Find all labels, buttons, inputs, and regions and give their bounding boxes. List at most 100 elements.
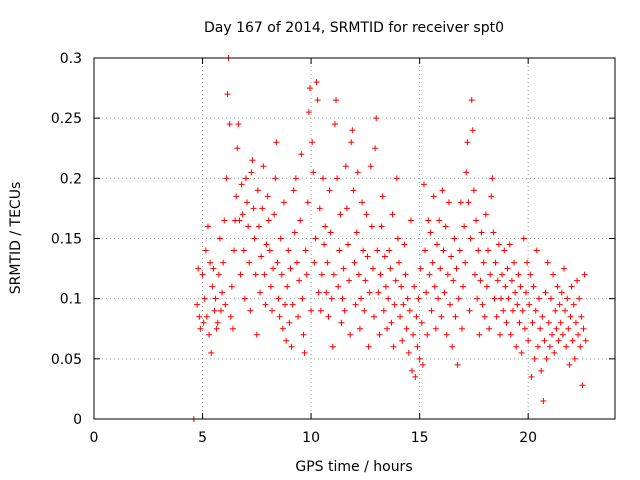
y-tick-label: 0.3 [60,51,82,67]
data-point [309,139,316,146]
data-point [274,259,281,266]
data-point [346,277,353,284]
data-point [580,325,587,332]
data-point [506,241,513,248]
data-point [517,283,524,290]
data-point [344,241,351,248]
x-tick-label: 0 [90,430,99,446]
data-point [272,175,279,182]
data-point [526,301,533,308]
data-point [283,337,290,344]
data-point [356,325,363,332]
data-point [209,283,216,290]
data-point [480,259,487,266]
data-point [504,265,511,272]
data-point [312,235,319,242]
data-point [380,307,387,314]
data-point [524,259,531,266]
x-tick-label: 5 [198,430,207,446]
data-point [458,325,465,332]
data-point [469,127,476,134]
data-point [338,319,345,326]
data-point [258,253,265,260]
data-point [262,301,269,308]
data-point [398,283,405,290]
data-point [212,295,219,302]
data-point [540,397,547,404]
data-point [491,295,498,302]
data-point [512,289,519,296]
data-point [567,313,574,320]
data-point [271,211,278,218]
data-point [537,325,544,332]
data-point [486,325,493,332]
data-point [401,241,408,248]
data-point [403,325,410,332]
x-axis-label: GPS time / hours [295,459,412,475]
data-point [265,217,272,224]
data-point [362,277,369,284]
data-point [194,301,201,308]
data-point [368,223,375,230]
data-point [574,277,581,284]
y-tick-label: 0.2 [60,171,82,187]
data-point [348,139,355,146]
data-point [515,271,522,278]
data-point [292,175,299,182]
data-point [285,247,292,254]
data-point [217,307,224,314]
data-point [233,193,240,200]
y-tick-label: 0.25 [51,111,82,127]
data-point [509,307,516,314]
data-point [253,331,260,338]
data-point [239,211,246,218]
data-point [375,289,382,296]
data-point [415,295,422,302]
data-point [358,295,365,302]
data-point [516,319,523,326]
data-point [251,235,258,242]
data-point [473,217,480,224]
data-point [416,355,423,362]
data-point [477,277,484,284]
data-point [543,355,550,362]
data-point [359,199,366,206]
data-point [336,247,343,254]
data-point [399,337,406,344]
data-point [360,247,367,254]
data-point [541,337,548,344]
data-point [200,319,207,326]
data-point [549,331,556,338]
data-point [538,367,545,374]
data-point [245,223,252,230]
x-tick-label: 10 [302,430,320,446]
data-point [406,307,413,314]
data-point [276,313,283,320]
data-point [505,295,512,302]
data-point [295,313,302,320]
data-point [445,199,452,206]
data-point [315,289,322,296]
data-point [521,325,528,332]
data-point [299,295,306,302]
data-point [400,301,407,308]
data-point [534,343,541,350]
data-point [519,307,526,314]
x-tick-label: 20 [519,430,537,446]
data-point [275,295,282,302]
data-point [550,271,557,278]
data-point [558,289,565,296]
data-point [413,313,420,320]
data-point [308,307,315,314]
data-point [278,271,285,278]
data-point [365,343,372,350]
data-point [325,313,332,320]
data-point [259,205,266,212]
data-point [405,349,412,356]
x-tick-label: 15 [411,430,429,446]
data-point [551,349,558,356]
data-point [544,259,551,266]
data-point [496,331,503,338]
data-point [385,295,392,302]
data-point [219,289,226,296]
